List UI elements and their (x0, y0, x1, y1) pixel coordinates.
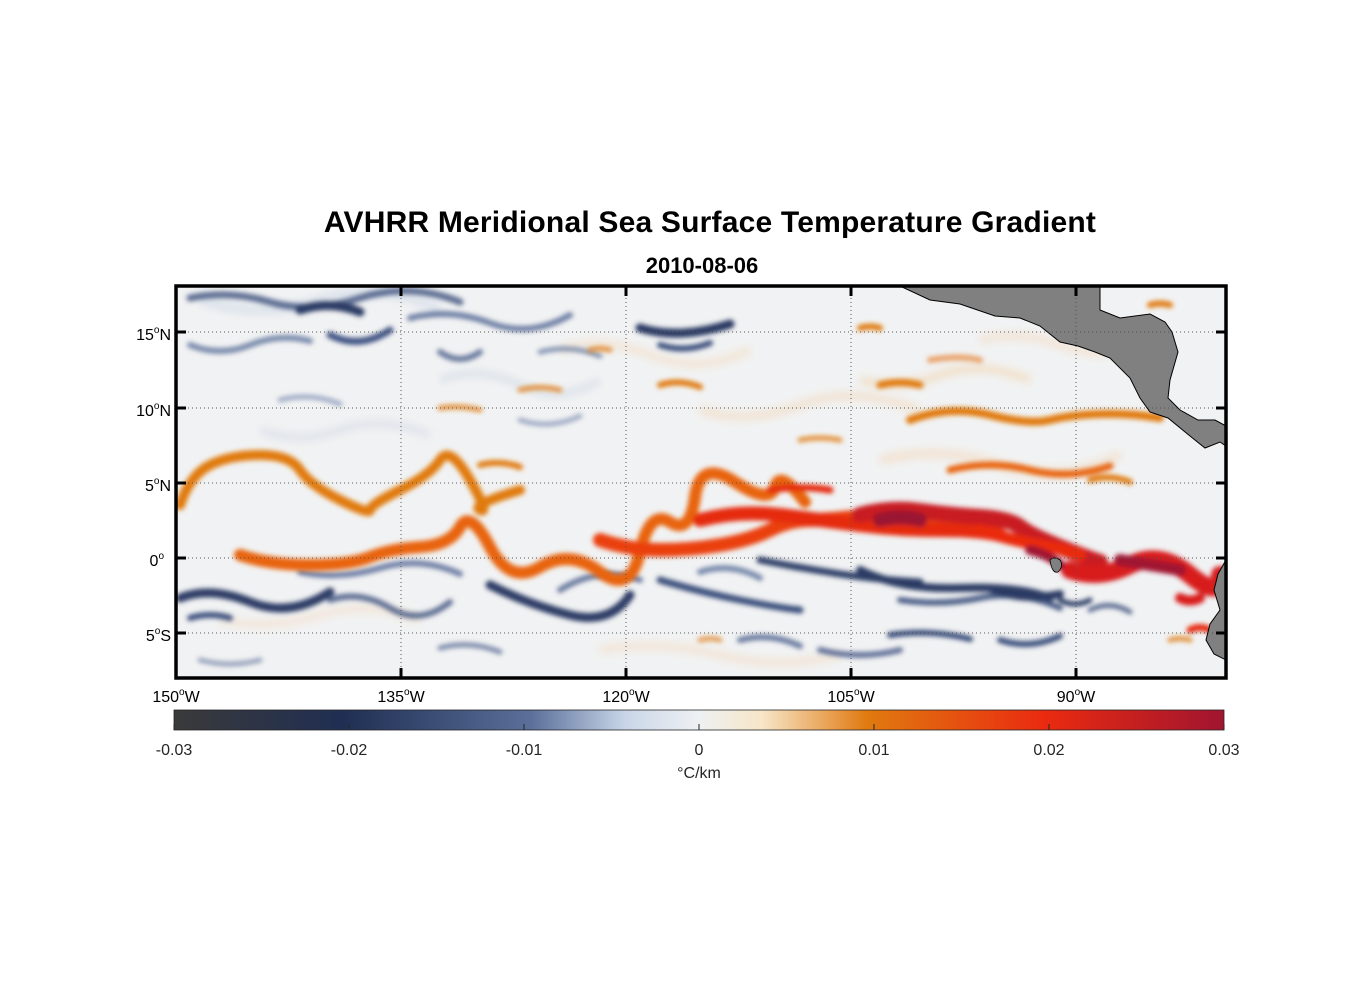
colorbar-tick-label: 0 (695, 742, 704, 759)
frame-ticks (176, 286, 1226, 678)
colorbar-tick-label: -0.03 (156, 742, 193, 759)
land-mass (899, 286, 1226, 661)
lat-label-0: 0o (150, 551, 165, 570)
sst-gradient-field (176, 286, 1226, 678)
colorbar-tick-label: 0.02 (1033, 742, 1064, 759)
lat-label-15n: 15oN (136, 325, 171, 344)
lon-label-150w: 150oW (152, 687, 200, 706)
lon-label-135w: 135oW (377, 687, 425, 706)
negative-gradient-bands (176, 287, 1133, 667)
colorbar-tick-label: 0.01 (858, 742, 889, 759)
colorbar: -0.03 -0.02 -0.01 0 0.01 0.02 0.03 °C/km (156, 709, 1240, 782)
lat-label-10n: 10oN (136, 401, 171, 420)
lon-label-90w: 90oW (1057, 687, 1096, 706)
map-date-subtitle: 2010-08-06 (645, 253, 759, 278)
colorbar-units-label: °C/km (677, 765, 721, 782)
colorbar-tick-labels: -0.03 -0.02 -0.01 0 0.01 0.02 0.03 (156, 742, 1240, 759)
longitude-labels: 150oW 135oW 120oW 105oW 90oW (152, 687, 1096, 706)
lon-label-105w: 105oW (827, 687, 875, 706)
colorbar-ticks (173, 724, 1225, 730)
positive-gradient-front (176, 300, 1226, 643)
colorbar-tick-label: 0.03 (1208, 742, 1239, 759)
lat-label-5n: 5oN (145, 476, 171, 495)
latitude-labels: 15oN 10oN 5oN 0o 5oS (136, 325, 171, 645)
lat-label-5s: 5oS (146, 626, 171, 645)
map-title: AVHRR Meridional Sea Surface Temperature… (323, 206, 1097, 239)
colorbar-tick-label: -0.01 (506, 742, 543, 759)
lon-label-120w: 120oW (602, 687, 650, 706)
colorbar-tick-label: -0.02 (331, 742, 368, 759)
graticule (176, 286, 1226, 678)
